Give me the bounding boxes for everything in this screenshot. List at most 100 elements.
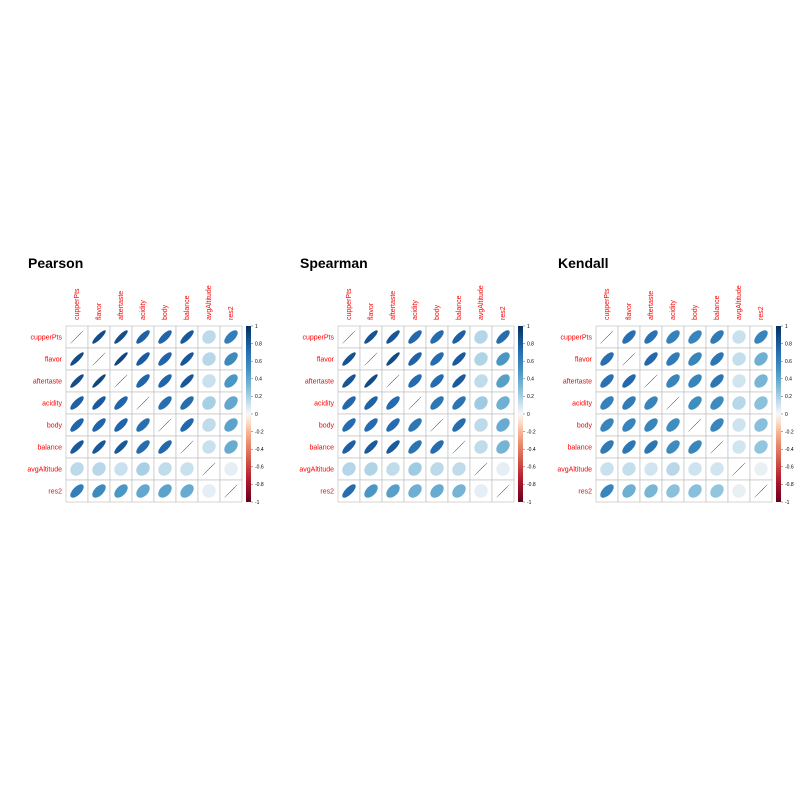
correlation-ellipse [386,484,400,498]
correlation-ellipse [202,418,216,432]
correlation-ellipse [732,330,746,344]
correlation-ellipse [136,440,150,454]
correlation-ellipse [202,462,216,476]
correlation-ellipse [224,396,238,410]
row-label: acidity [572,401,592,408]
correlation-ellipse [754,330,768,344]
correlation-ellipse [688,484,702,498]
correlation-ellipse [688,396,702,410]
correlation-ellipse [496,374,510,388]
correlation-ellipse [136,418,150,432]
colorbar-tick-label: -0.2 [785,429,794,435]
correlation-ellipse [622,462,636,476]
pearson-panel: Pearson cupperPts flavor aftertaste acidity… [27,250,290,520]
correlation-ellipse [754,374,768,388]
correlation-ellipse [408,440,422,454]
correlation-ellipse [224,330,238,344]
correlation-ellipse [754,396,768,410]
correlation-ellipse [666,352,680,366]
correlation-ellipse [70,462,84,476]
column-label: res2 [500,306,507,320]
colorbar [518,326,523,502]
correlation-ellipse [364,440,378,454]
correlation-ellipse [92,484,106,498]
colorbar-tick-label: 0.6 [255,359,262,365]
correlation-ellipse [496,462,510,476]
correlation-ellipse [158,374,172,388]
column-label: balance [714,295,721,320]
correlation-ellipse [622,418,636,432]
correlation-ellipse [158,440,172,454]
column-label: acidity [412,300,419,320]
correlation-ellipse [666,330,680,344]
correlation-ellipse [710,374,724,388]
column-label: res2 [228,306,235,320]
correlation-ellipse [180,462,194,476]
correlation-ellipse [622,330,636,344]
colorbar-tick-label: 0 [255,412,258,418]
correlation-ellipse [92,440,106,454]
correlation-ellipse [158,418,172,432]
correlation-ellipse [386,440,400,454]
correlation-ellipse [688,330,702,344]
correlation-ellipse [386,396,400,410]
row-label: aftertaste [305,379,334,386]
column-label: aftertaste [648,291,655,320]
correlation-ellipse [496,484,510,498]
correlation-ellipse [710,396,724,410]
correlation-ellipse [202,484,216,498]
correlation-ellipse [600,330,614,344]
colorbar [776,326,781,502]
correlation-ellipse [666,374,680,388]
row-label: body [319,423,335,430]
correlation-ellipse [622,396,636,410]
correlation-ellipse [732,462,746,476]
correlation-ellipse [452,484,466,498]
correlation-ellipse [364,396,378,410]
correlation-ellipse [136,352,150,366]
correlation-ellipse [114,462,128,476]
correlation-ellipse [114,484,128,498]
correlation-ellipse [688,352,702,366]
correlation-ellipse [364,330,378,344]
column-label: body [692,304,699,320]
row-label: body [577,423,593,430]
colorbar-tick-label: -1 [527,500,532,506]
correlation-ellipse [70,396,84,410]
correlation-ellipse [202,352,216,366]
correlation-ellipse [600,396,614,410]
correlation-ellipse [92,462,106,476]
correlation-ellipse [474,418,488,432]
correlation-ellipse [70,484,84,498]
colorbar-tick-label: -0.6 [255,465,264,471]
correlation-ellipse [710,418,724,432]
correlation-ellipse [452,440,466,454]
colorbar-tick-label: 0.8 [527,341,534,347]
correlation-ellipse [474,396,488,410]
correlation-ellipse [732,396,746,410]
correlation-ellipse [644,484,658,498]
row-label: res2 [578,489,592,496]
correlation-ellipse [452,418,466,432]
colorbar-tick-label: -0.4 [255,447,264,453]
correlation-ellipse [732,374,746,388]
correlation-ellipse [114,440,128,454]
correlation-ellipse [644,418,658,432]
correlation-ellipse [622,352,636,366]
colorbar-tick-label: 0.2 [785,394,792,400]
column-label: aftertaste [118,291,125,320]
correlation-ellipse [408,352,422,366]
correlation-ellipse [342,440,356,454]
correlation-ellipse [408,462,422,476]
correlation-ellipse [180,374,194,388]
spearman-panel: Spearman cupperPts flavor aftertaste acidit… [299,250,562,520]
correlation-ellipse [342,330,356,344]
correlation-ellipse [732,440,746,454]
correlation-ellipse [92,352,106,366]
column-label: cupperPts [74,288,81,320]
row-label: body [47,423,63,430]
correlation-ellipse [224,374,238,388]
correlation-ellipse [754,440,768,454]
correlation-ellipse [386,462,400,476]
correlation-ellipse [180,418,194,432]
